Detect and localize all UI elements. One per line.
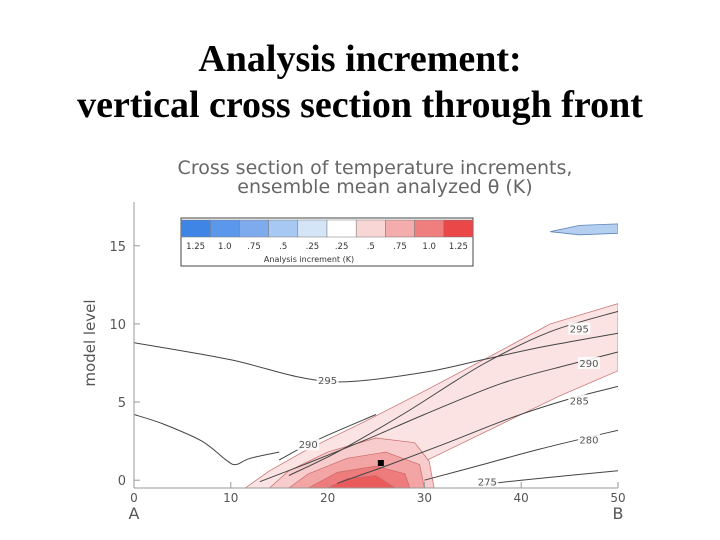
contour-label-2: 290 <box>579 359 598 370</box>
legend-swatch-4 <box>297 219 328 238</box>
contour-label-bg-4 <box>568 394 591 407</box>
contour-label-3: 290 <box>299 440 318 451</box>
legend-swatch-2 <box>239 219 269 238</box>
surface-line <box>134 414 280 466</box>
chart-title-line1: Cross section of temperature increments, <box>178 157 573 179</box>
negative-increment-region <box>550 223 618 236</box>
contour-label-bg-6 <box>476 475 499 488</box>
legend-swatch-8 <box>414 219 445 238</box>
x-tick-label-4: 40 <box>514 491 529 505</box>
x-end-label-0: A <box>129 504 140 523</box>
legend-level-3: .5 <box>279 242 287 252</box>
legend-swatch-6 <box>355 219 386 238</box>
legend-title: Analysis increment (K) <box>264 255 354 264</box>
slide-title-line2: vertical cross section through front <box>77 84 643 126</box>
theta-contour-0 <box>134 332 618 383</box>
y-tick-label-2: 10 <box>109 318 126 333</box>
contour-label-5: 280 <box>579 436 598 447</box>
legend-level-0: 1.25 <box>186 242 205 252</box>
x-tick-label-5: 50 <box>610 491 625 505</box>
legend-swatch-1 <box>209 219 240 238</box>
x-tick-label-2: 20 <box>320 491 335 505</box>
contour-label-0: 295 <box>318 376 337 387</box>
contour-label-6: 275 <box>478 478 497 489</box>
slide-title-line1: Analysis increment: <box>198 38 522 80</box>
plot-area: 295 295 290 290 285 280 275 <box>134 223 618 489</box>
contour-label-bg-2 <box>577 356 600 369</box>
chart-title-line2: ensemble mean analyzed θ (K) <box>237 176 532 198</box>
contour-label-bg-5 <box>577 433 600 446</box>
legend-swatch-5 <box>326 219 357 238</box>
theta-contour-1 <box>288 310 618 476</box>
y-axis-label: model level <box>81 299 99 386</box>
legend-level-1: 1.0 <box>218 242 232 252</box>
y-tick-label-0: 0 <box>118 474 126 489</box>
slide-title: Analysis increment: vertical cross secti… <box>0 36 720 128</box>
y-tick-label-3: 15 <box>109 240 126 255</box>
contour-label-1: 295 <box>570 325 589 336</box>
observation-point <box>377 459 384 466</box>
x-tick-label-1: 10 <box>223 491 238 505</box>
legend-swatch-7 <box>385 219 415 238</box>
theta-contour-6 <box>482 470 618 486</box>
theta-contour-2 <box>259 351 618 483</box>
legend-level-2: .75 <box>247 242 261 252</box>
contour-label-bg-3 <box>297 438 320 451</box>
legend-swatch-9 <box>443 219 474 238</box>
legend: 1.25 1.0 .75 .5 .25 .25 .5 .75 1.0 1.25 Analysis i… <box>180 217 474 267</box>
legend-swatch-0 <box>180 219 211 238</box>
legend-level-4: .25 <box>306 242 320 252</box>
legend-level-5: .25 <box>335 242 349 252</box>
contour-label-bg-1 <box>568 322 591 335</box>
legend-level-6: .5 <box>367 242 375 252</box>
contour-label-bg-0 <box>316 374 339 387</box>
x-end-label-1: B <box>613 504 624 523</box>
legend-swatch-3 <box>268 219 299 238</box>
contour-label-4: 285 <box>570 396 589 407</box>
legend-level-9: 1.25 <box>449 242 468 252</box>
legend-level-8: 1.0 <box>422 242 436 252</box>
x-tick-label-3: 30 <box>417 491 432 505</box>
y-tick-label-1: 5 <box>118 396 126 411</box>
legend-level-7: .75 <box>393 242 407 252</box>
x-tick-label-0: 0 <box>130 491 138 505</box>
